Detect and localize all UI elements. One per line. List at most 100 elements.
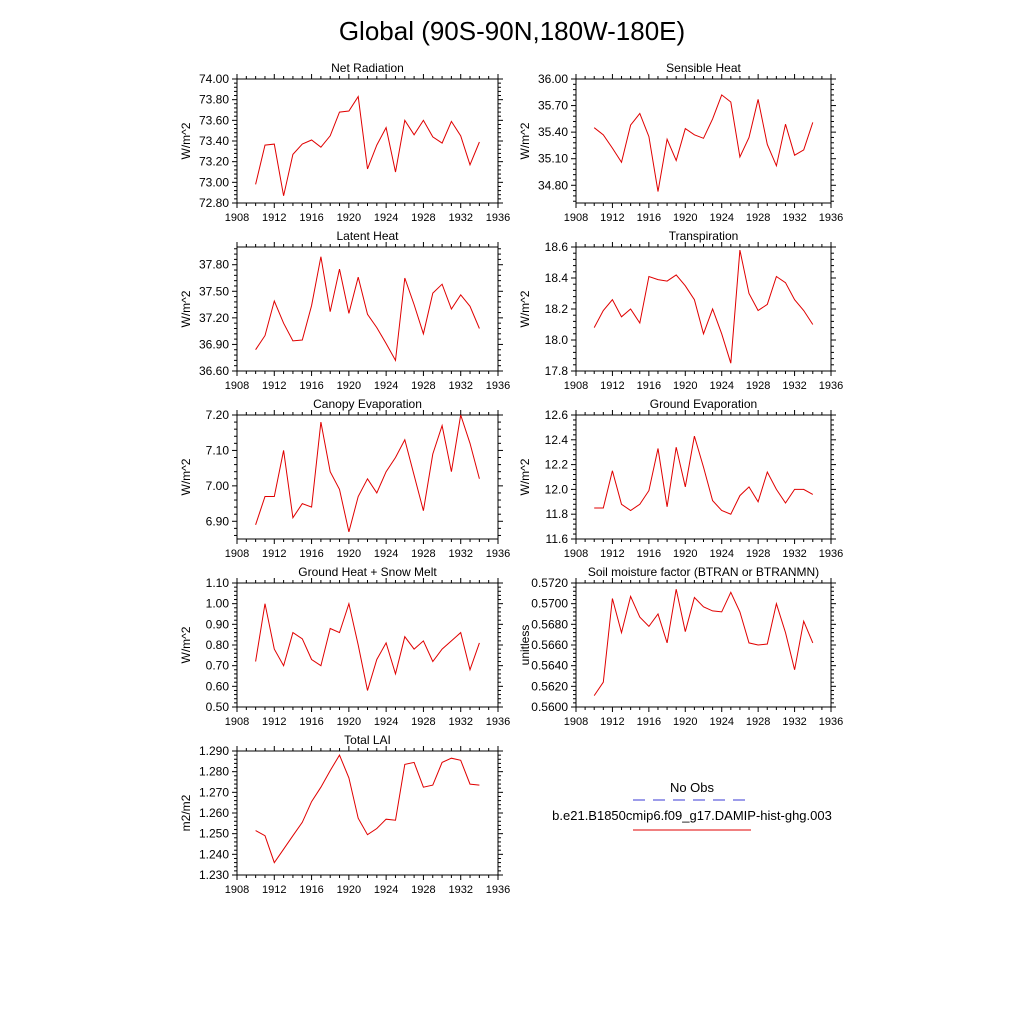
y-tick-label: 11.6 bbox=[546, 532, 569, 546]
y-tick-label: 12.6 bbox=[545, 408, 569, 422]
x-tick-label: 1908 bbox=[225, 884, 249, 896]
x-tick-label: 1936 bbox=[486, 380, 510, 392]
x-tick-label: 1916 bbox=[299, 212, 323, 224]
series-line bbox=[255, 414, 480, 533]
x-tick-label: 1916 bbox=[299, 884, 323, 896]
x-tick-label: 1928 bbox=[746, 548, 770, 560]
x-tick-label: 1920 bbox=[673, 380, 697, 392]
x-tick-label: 1908 bbox=[225, 212, 249, 224]
y-tick-label: 74.00 bbox=[199, 72, 229, 86]
x-tick-label: 1912 bbox=[600, 548, 624, 560]
x-tick-label: 1932 bbox=[448, 380, 472, 392]
x-tick-label: 1928 bbox=[411, 380, 435, 392]
y-tick-label: 18.0 bbox=[545, 333, 569, 347]
y-tick-label: 11.8 bbox=[546, 507, 569, 521]
x-tick-label: 1932 bbox=[448, 548, 472, 560]
y-tick-label: 0.5640 bbox=[531, 659, 568, 673]
series-line bbox=[255, 601, 480, 691]
chart-title: Transpiration bbox=[669, 229, 739, 243]
y-tick-label: 73.60 bbox=[199, 113, 229, 127]
y-tick-label: 12.4 bbox=[545, 433, 569, 447]
x-tick-label: 1916 bbox=[637, 548, 661, 560]
series-line bbox=[255, 753, 480, 864]
x-tick-label: 1920 bbox=[337, 884, 361, 896]
x-tick-label: 1928 bbox=[746, 380, 770, 392]
x-tick-label: 1936 bbox=[486, 716, 510, 728]
x-tick-label: 1916 bbox=[637, 380, 661, 392]
plot-frame bbox=[575, 582, 832, 708]
x-tick-label: 1932 bbox=[448, 884, 472, 896]
chart-title: Ground Evaporation bbox=[650, 397, 757, 411]
x-tick-label: 1916 bbox=[637, 716, 661, 728]
series-line bbox=[593, 249, 814, 364]
y-axis-label: unitless bbox=[518, 625, 532, 666]
y-tick-label: 0.80 bbox=[206, 638, 230, 652]
x-tick-label: 1932 bbox=[782, 380, 806, 392]
chart-title: Soil moisture factor (BTRAN or BTRANMN) bbox=[588, 565, 819, 579]
x-tick-label: 1908 bbox=[564, 212, 588, 224]
series-line bbox=[593, 94, 814, 192]
x-tick-label: 1908 bbox=[225, 548, 249, 560]
y-tick-label: 1.260 bbox=[199, 806, 229, 820]
legend: No Obs b.e21.B1850cmip6.f09_g17.DAMIP-hi… bbox=[552, 780, 832, 831]
x-tick-label: 1924 bbox=[709, 548, 733, 560]
chart-panel: Total LAI m2/m2 1908 1912 1916 1920 1924 1928 19… bbox=[179, 733, 510, 896]
plot-frame bbox=[575, 78, 832, 204]
y-tick-label: 7.00 bbox=[206, 479, 230, 493]
y-tick-label: 18.4 bbox=[545, 271, 569, 285]
y-tick-label: 72.80 bbox=[199, 196, 229, 210]
x-tick-label: 1932 bbox=[782, 548, 806, 560]
x-tick-label: 1932 bbox=[448, 212, 472, 224]
x-tick-label: 1912 bbox=[600, 212, 624, 224]
x-tick-label: 1936 bbox=[819, 212, 843, 224]
y-tick-label: 1.290 bbox=[199, 744, 229, 758]
y-tick-label: 37.80 bbox=[199, 258, 229, 272]
legend-model-label: b.e21.B1850cmip6.f09_g17.DAMIP-hist-ghg.… bbox=[552, 808, 832, 823]
x-tick-label: 1932 bbox=[448, 716, 472, 728]
y-tick-label: 0.5700 bbox=[531, 597, 568, 611]
plot-frame bbox=[236, 750, 499, 876]
x-tick-label: 1928 bbox=[746, 212, 770, 224]
y-tick-label: 1.10 bbox=[206, 576, 230, 590]
x-tick-label: 1912 bbox=[262, 716, 286, 728]
y-axis-label: W/m^2 bbox=[179, 290, 193, 327]
y-tick-label: 1.250 bbox=[199, 827, 229, 841]
y-axis-label: W/m^2 bbox=[518, 290, 532, 327]
series-line bbox=[593, 589, 814, 696]
x-tick-label: 1912 bbox=[600, 380, 624, 392]
y-tick-label: 0.60 bbox=[206, 679, 230, 693]
chart-panel: Net Radiation W/m^2 1908 1912 1916 1920 1924 19… bbox=[179, 61, 510, 224]
y-tick-label: 0.5620 bbox=[531, 679, 568, 693]
x-tick-label: 1936 bbox=[486, 884, 510, 896]
x-tick-label: 1924 bbox=[709, 212, 733, 224]
chart-panel: Ground Heat + Snow Melt W/m^2 1908 1912 1916… bbox=[179, 565, 510, 728]
y-tick-label: 34.80 bbox=[538, 178, 568, 192]
series-line bbox=[255, 256, 480, 363]
x-tick-label: 1920 bbox=[673, 716, 697, 728]
plot-frame bbox=[236, 246, 499, 372]
x-tick-label: 1936 bbox=[486, 212, 510, 224]
chart-title: Total LAI bbox=[344, 733, 391, 747]
x-tick-label: 1936 bbox=[819, 380, 843, 392]
x-tick-label: 1908 bbox=[564, 380, 588, 392]
y-tick-label: 35.10 bbox=[538, 152, 568, 166]
y-tick-label: 1.240 bbox=[199, 847, 229, 861]
y-tick-label: 7.20 bbox=[206, 408, 230, 422]
y-axis-label: W/m^2 bbox=[179, 626, 193, 663]
chart-title: Net Radiation bbox=[331, 61, 404, 75]
plot-frame bbox=[236, 78, 499, 204]
x-tick-label: 1916 bbox=[299, 716, 323, 728]
x-tick-label: 1924 bbox=[374, 716, 398, 728]
y-tick-label: 0.5720 bbox=[531, 576, 568, 590]
x-tick-label: 1908 bbox=[564, 716, 588, 728]
chart-panel: Soil moisture factor (BTRAN or BTRANMN) u… bbox=[518, 565, 843, 728]
y-tick-label: 7.10 bbox=[206, 443, 230, 457]
plot-frame bbox=[236, 414, 499, 540]
x-tick-label: 1920 bbox=[337, 380, 361, 392]
y-tick-label: 0.70 bbox=[206, 659, 230, 673]
x-tick-label: 1928 bbox=[411, 212, 435, 224]
x-tick-label: 1920 bbox=[337, 212, 361, 224]
chart-panel: Transpiration W/m^2 1908 1912 1916 1920 1924 19… bbox=[518, 229, 843, 392]
x-tick-label: 1916 bbox=[299, 548, 323, 560]
y-tick-label: 0.5680 bbox=[531, 617, 568, 631]
